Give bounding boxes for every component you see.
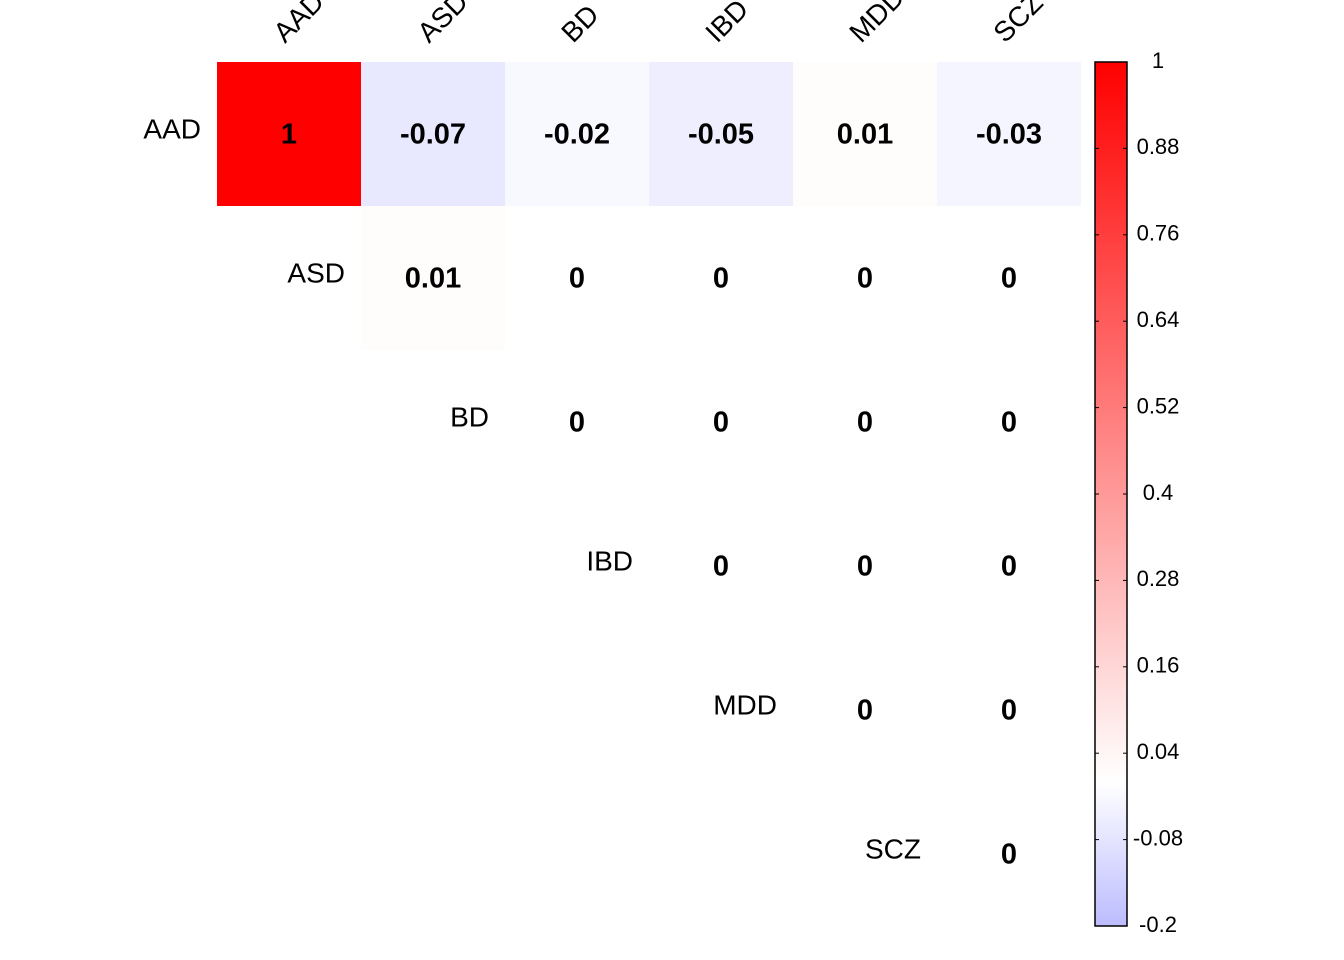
cell-value: 0: [1001, 263, 1017, 295]
row-label: BD: [450, 401, 489, 432]
cell-value: 0: [713, 263, 729, 295]
heatmap-cell: [937, 494, 1081, 638]
heatmap-cell: [217, 62, 361, 206]
heatmap-cell: [937, 638, 1081, 782]
heatmap-cell: [793, 206, 937, 350]
colorbar-tick-label: -0.08: [1133, 825, 1183, 850]
heatmap-cell: [505, 350, 649, 494]
row-label: AAD: [143, 113, 201, 144]
heatmap-cell: [793, 62, 937, 206]
cell-value: 0: [857, 695, 873, 727]
column-label: AAD: [267, 0, 330, 48]
colorbar-tick-label: 0.88: [1137, 134, 1180, 159]
heatmap-cell: [361, 62, 505, 206]
heatmap-cell: [937, 350, 1081, 494]
colorbar-tick-label: 0.4: [1143, 480, 1174, 505]
heatmap-cell: [793, 494, 937, 638]
cell-value: -0.05: [688, 119, 754, 151]
column-label: SCZ: [987, 0, 1049, 48]
colorbar-tick-label: 0.04: [1137, 739, 1180, 764]
heatmap-cell: [649, 206, 793, 350]
colorbar-tick-label: 1: [1152, 48, 1164, 73]
cell-value: 0: [569, 263, 585, 295]
column-label: MDD: [843, 0, 910, 48]
heatmap-cell: [505, 206, 649, 350]
colorbar-tick-label: 0.52: [1137, 393, 1180, 418]
cell-value: 0: [857, 263, 873, 295]
colorbar-tick-label: -0.2: [1139, 912, 1177, 937]
column-label: IBD: [699, 0, 754, 48]
colorbar-tick-label: 0.28: [1137, 566, 1180, 591]
heatmap-cell: [937, 206, 1081, 350]
column-label: BD: [555, 0, 604, 48]
cell-value: 0: [569, 407, 585, 439]
heatmap-cell: [505, 62, 649, 206]
cell-value: 0: [713, 407, 729, 439]
cell-value: -0.07: [400, 119, 466, 151]
cell-value: 0: [857, 551, 873, 583]
heatmap-cell: [793, 350, 937, 494]
heatmap-cell: [793, 638, 937, 782]
colorbar-tick-label: 0.64: [1137, 307, 1180, 332]
row-label: MDD: [713, 689, 777, 720]
colorbar-tick-label: 0.16: [1137, 653, 1180, 678]
colorbar: [1094, 61, 1128, 927]
cell-value: 0.01: [405, 263, 461, 295]
cell-value: 0: [1001, 407, 1017, 439]
heatmap-cell: [649, 350, 793, 494]
heatmap-cell: [649, 62, 793, 206]
column-label: ASD: [411, 0, 474, 48]
cell-value: 0: [1001, 695, 1017, 727]
heatmap-cell: [937, 782, 1081, 926]
cell-value: -0.03: [976, 119, 1042, 151]
row-label: SCZ: [865, 833, 921, 864]
cell-value: -0.02: [544, 119, 610, 151]
cell-value: 0.01: [837, 119, 893, 151]
colorbar-tick-label: 0.76: [1137, 221, 1180, 246]
heatmap-cell: [361, 206, 505, 350]
heatmap-cell: [649, 494, 793, 638]
cell-value: 0: [857, 407, 873, 439]
heatmap-cell: [937, 62, 1081, 206]
cell-value: 0: [713, 551, 729, 583]
cell-value: 0: [1001, 839, 1017, 871]
row-label: IBD: [586, 545, 633, 576]
cell-value: 0: [1001, 551, 1017, 583]
row-label: ASD: [287, 257, 345, 288]
cell-value: 1: [281, 119, 297, 151]
